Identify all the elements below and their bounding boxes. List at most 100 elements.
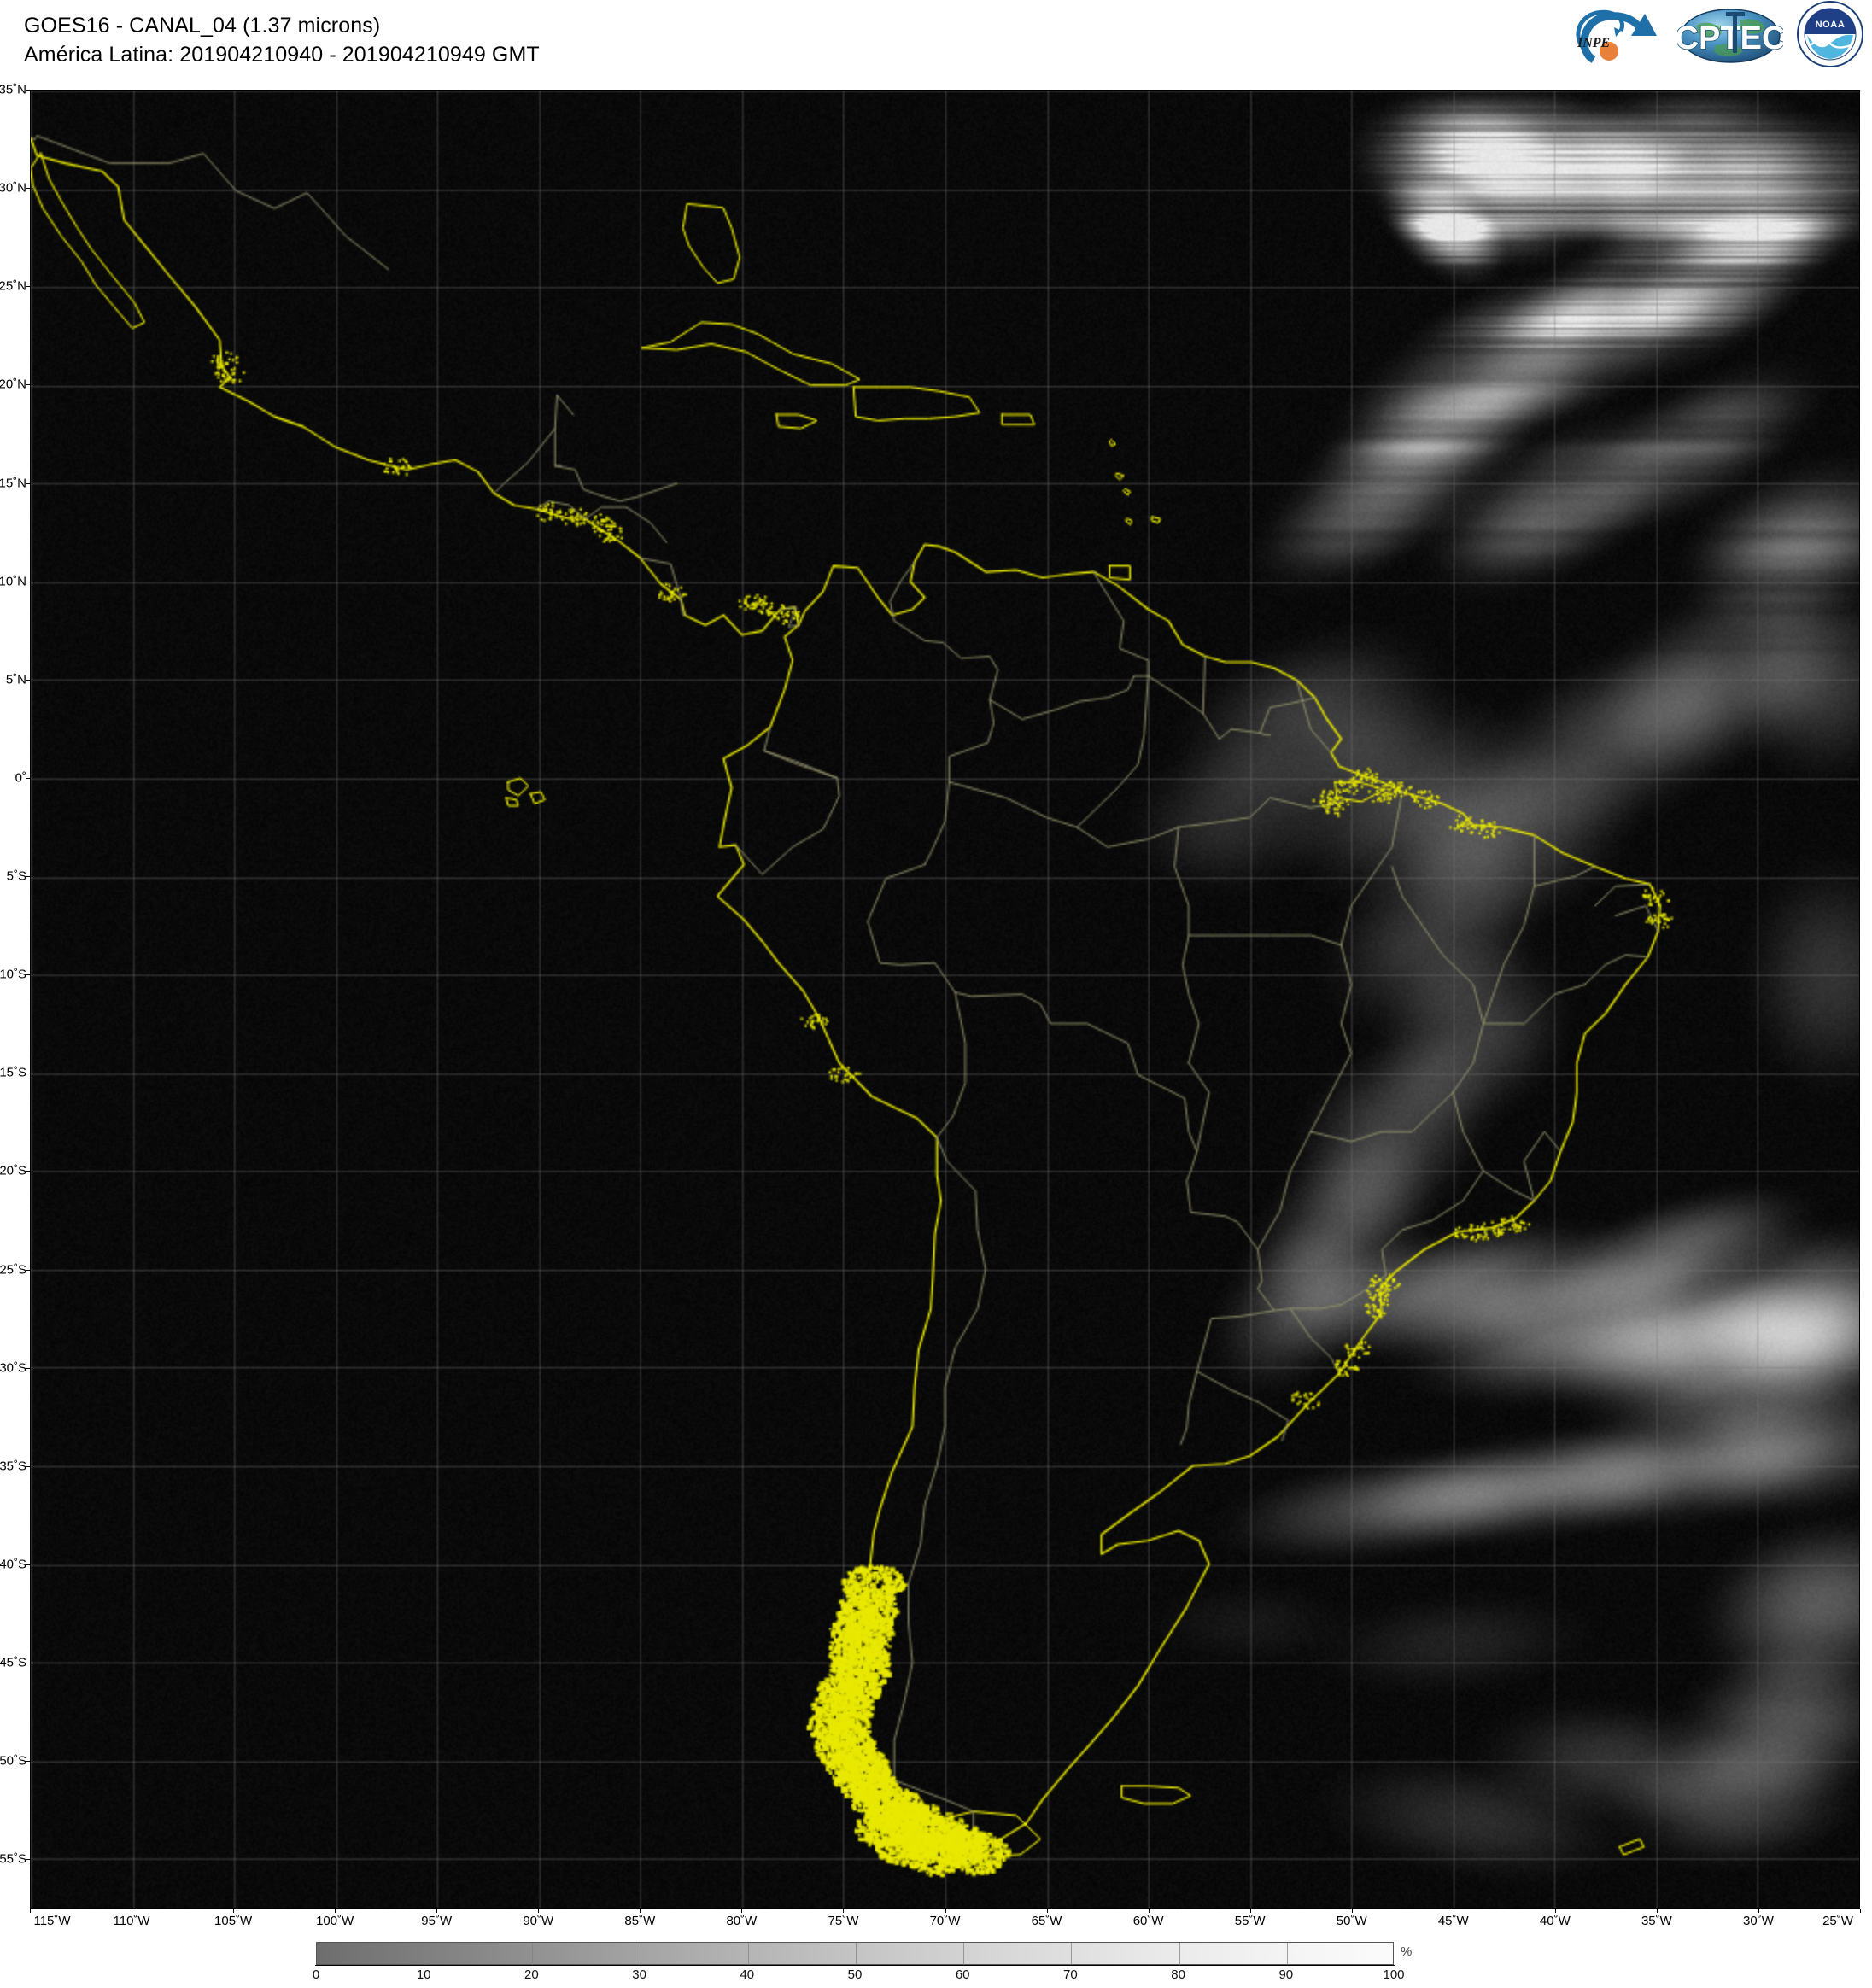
- latitude-tick-label: 30˚N: [0, 180, 26, 196]
- product-title-line-1: GOES16 - CANAL_04 (1.37 microns): [24, 14, 381, 38]
- colorbar-tick-label: 70: [1063, 1968, 1078, 1982]
- longitude-tick-label: 40˚W: [1539, 1914, 1571, 1928]
- longitude-tick-mark: [1656, 1909, 1658, 1913]
- latitude-tick-mark: [26, 90, 30, 91]
- colorbar-tick-label: 80: [1171, 1968, 1185, 1982]
- latitude-tick-mark: [26, 679, 30, 681]
- longitude-tick-label: 95˚W: [421, 1914, 453, 1928]
- longitude-tick-mark: [233, 1909, 235, 1913]
- longitude-tick-label: 80˚W: [726, 1914, 758, 1928]
- colorbar-baseline: [315, 1965, 1395, 1966]
- longitude-tick-label: 55˚W: [1234, 1914, 1266, 1928]
- latitude-tick-mark: [26, 1171, 30, 1172]
- latitude-tick-label: 30˚S: [0, 1360, 26, 1376]
- latitude-tick-label: 20˚S: [0, 1163, 26, 1178]
- latitude-tick-mark: [26, 974, 30, 976]
- latitude-tick-label: 5˚S: [6, 868, 26, 884]
- satellite-imagery-canvas[interactable]: [31, 91, 1859, 1908]
- latitude-tick-mark: [26, 286, 30, 288]
- noaa-logo-label: NOAA: [1816, 20, 1846, 30]
- colorbar-gradient: [316, 1942, 1395, 1966]
- longitude-tick-label: 115˚W: [33, 1914, 71, 1928]
- latitude-tick-mark: [26, 777, 30, 779]
- latitude-tick-label: 5˚N: [5, 672, 26, 687]
- longitude-tick-label: 65˚W: [1031, 1914, 1062, 1928]
- latitude-tick-mark: [26, 1269, 30, 1271]
- colorbar-tick-mark: [963, 1943, 965, 1966]
- longitude-tick-label: 70˚W: [929, 1914, 961, 1928]
- longitude-tick-label: 90˚W: [523, 1914, 554, 1928]
- satellite-image-panel[interactable]: [30, 90, 1860, 1909]
- latitude-tick-label: 25˚S: [0, 1262, 26, 1278]
- cptec-logo: CPTEC: [1675, 3, 1786, 65]
- colorbar-tick-label: 100: [1383, 1968, 1405, 1982]
- latitude-tick-mark: [26, 482, 30, 484]
- latitude-tick-label: 15˚S: [0, 1065, 26, 1080]
- longitude-tick-label: 45˚W: [1437, 1914, 1469, 1928]
- noaa-logo: NOAA: [1797, 1, 1863, 67]
- longitude-tick-label: 100˚W: [316, 1914, 354, 1928]
- longitude-tick-label: 85˚W: [624, 1914, 656, 1928]
- colorbar-tick-label: 0: [312, 1968, 320, 1982]
- longitude-tick-label: 105˚W: [214, 1914, 253, 1928]
- colorbar-tick-label: 10: [416, 1968, 431, 1982]
- cptec-logo-label: CPTEC: [1677, 20, 1783, 56]
- longitude-tick-mark: [538, 1909, 540, 1913]
- colorbar-legend: % 0 10 20 30 40 50 60 70 80 90 100: [312, 1942, 1412, 1988]
- latitude-tick-label: 35˚S: [0, 1459, 26, 1474]
- latitude-tick-mark: [26, 188, 30, 190]
- latitude-tick-mark: [26, 876, 30, 878]
- longitude-tick-mark: [1249, 1909, 1251, 1913]
- colorbar-tick-mark: [747, 1943, 749, 1966]
- longitude-tick-mark: [30, 1909, 31, 1913]
- longitude-axis: 115˚W 110˚W 105˚W 100˚W 95˚W 90˚W 85˚W 80˚W 75˚W…: [30, 1909, 1861, 1938]
- longitude-tick-mark: [436, 1909, 438, 1913]
- latitude-tick-label: 10˚N: [0, 574, 26, 589]
- longitude-tick-mark: [640, 1909, 641, 1913]
- longitude-tick-mark: [843, 1909, 845, 1913]
- colorbar-tick-label: 30: [632, 1968, 646, 1982]
- colorbar-tick-label: 20: [524, 1968, 539, 1982]
- latitude-tick-mark: [26, 1367, 30, 1369]
- longitude-tick-label: 75˚W: [828, 1914, 859, 1928]
- latitude-tick-label: 0˚: [15, 770, 26, 786]
- latitude-tick-label: 50˚S: [0, 1753, 26, 1769]
- latitude-tick-label: 20˚N: [0, 377, 26, 392]
- colorbar-tick-label: 40: [740, 1968, 755, 1982]
- latitude-tick-mark: [26, 1465, 30, 1467]
- colorbar-tick-label: 90: [1278, 1968, 1294, 1982]
- inpe-logo-label: INPE: [1577, 36, 1610, 50]
- latitude-tick-label: 10˚S: [0, 967, 26, 982]
- longitude-tick-mark: [1554, 1909, 1556, 1913]
- header-bar: GOES16 - CANAL_04 (1.37 microns) América…: [0, 0, 1872, 85]
- latitude-tick-label: 40˚S: [0, 1557, 26, 1572]
- logo-bar: INPE CPTEC: [1568, 1, 1863, 67]
- longitude-tick-mark: [1046, 1909, 1048, 1913]
- longitude-tick-label: 50˚W: [1336, 1914, 1367, 1928]
- longitude-tick-label: 25˚W: [1822, 1914, 1853, 1928]
- inpe-logo: INPE: [1568, 2, 1664, 67]
- latitude-axis: 35˚N 30˚N 25˚N 20˚N 15˚N 10˚N 5˚N 0˚ 5˚S 10˚S 15˚S…: [0, 83, 30, 1909]
- latitude-tick-label: 55˚S: [0, 1851, 26, 1867]
- colorbar-tick-mark: [424, 1943, 426, 1966]
- longitude-tick-label: 110˚W: [113, 1914, 150, 1928]
- latitude-tick-label: 15˚N: [0, 476, 26, 491]
- longitude-tick-mark: [335, 1909, 336, 1913]
- title-block: GOES16 - CANAL_04 (1.37 microns) América…: [24, 12, 540, 69]
- longitude-tick-label: 30˚W: [1743, 1914, 1774, 1928]
- latitude-tick-label: 35˚N: [0, 82, 26, 97]
- longitude-tick-mark: [1351, 1909, 1353, 1913]
- longitude-tick-label: 60˚W: [1132, 1914, 1164, 1928]
- longitude-tick-mark: [741, 1909, 743, 1913]
- latitude-tick-mark: [26, 1859, 30, 1861]
- colorbar-tick-label: 50: [847, 1968, 863, 1982]
- longitude-tick-mark: [1758, 1909, 1759, 1913]
- latitude-tick-mark: [26, 1564, 30, 1566]
- colorbar-tick-mark: [1286, 1943, 1288, 1966]
- colorbar-tick-mark: [1071, 1943, 1073, 1966]
- latitude-tick-label: 45˚S: [0, 1655, 26, 1670]
- colorbar-tick-label: 60: [955, 1968, 970, 1982]
- latitude-tick-mark: [26, 384, 30, 386]
- colorbar-tick-mark: [856, 1943, 857, 1966]
- colorbar-tick-mark: [1179, 1943, 1180, 1966]
